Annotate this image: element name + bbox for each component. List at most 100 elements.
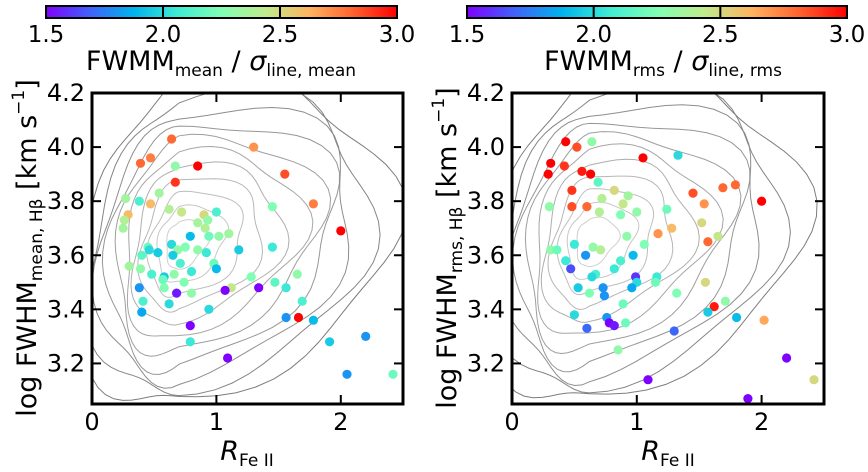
left-scatter-point [175, 258, 185, 268]
left-scatter-point [158, 275, 168, 285]
right-scatter-point [544, 202, 555, 212]
right-scatter-point [618, 199, 628, 209]
left-scatter-point [211, 207, 221, 217]
left-scatter-point [223, 353, 233, 363]
left-colorbar [45, 5, 398, 19]
right-scatter-point [632, 207, 642, 217]
left-scatter-point [293, 312, 304, 323]
left-contour-line [130, 161, 290, 326]
right-scatter-point [662, 204, 672, 214]
left-scatter-point [281, 312, 291, 323]
right-scatter-point [730, 180, 741, 190]
right-scatter-point [584, 288, 595, 298]
left-scatter-point [138, 296, 148, 306]
right-contour-line [556, 188, 654, 296]
right-scatter-point [573, 283, 583, 293]
right-colorbar-tick-label: 2.0 [575, 22, 612, 48]
right-scatter-point [621, 318, 631, 328]
right-colorbar-ticks: 1.5 2.0 2.5 3.0 [449, 6, 866, 48]
left-scatter-point [267, 242, 277, 252]
right-scatter-point [638, 153, 648, 163]
left-colorbar-ticks: 1.5 2.0 2.5 3.0 [28, 6, 415, 48]
left-scatter-point [154, 188, 164, 198]
right-contour-line [547, 175, 674, 310]
right-scatter-point [743, 394, 753, 404]
right-axis-ticks: 0 1 2 3.2 3.4 3.6 3.8 4.0 4.2 [467, 79, 824, 436]
left-scatter-point [137, 307, 147, 317]
left-scatter-point [193, 218, 203, 228]
left-scatter-point [201, 248, 211, 258]
right-scatter-point [597, 193, 607, 204]
left-scatter-point [214, 231, 224, 241]
right-colorbar-label: FWMMrms / σline, rms [544, 46, 782, 81]
right-scatter-point [623, 191, 633, 201]
right-scatter-point [616, 210, 626, 220]
left-scatter-point [224, 229, 234, 239]
right-scatter-point [567, 202, 577, 212]
left-scatter-point [137, 250, 147, 260]
right-scatter-point [587, 272, 597, 282]
left-x-tick-label: 0 [84, 408, 99, 436]
left-x-axis-label: RFe II [220, 436, 274, 468]
left-scatter-point [185, 321, 195, 331]
left-scatter-point [185, 231, 195, 241]
left-scatter-point [134, 196, 144, 206]
right-scatter-point [643, 375, 653, 385]
right-scatter-point [593, 177, 603, 187]
left-y-tick-label: 3.4 [47, 295, 85, 323]
left-scatter-point [144, 245, 154, 255]
right-scatter-point [609, 185, 619, 195]
right-scatter-point [622, 231, 632, 241]
right-scatter-point [782, 353, 792, 363]
right-scatter-point [650, 277, 661, 287]
left-contour-line [92, 93, 403, 401]
right-scatter-point [594, 207, 605, 217]
left-scatter-point [203, 215, 213, 225]
left-contour-line [137, 178, 264, 313]
left-x-tick-label: 1 [209, 408, 224, 436]
right-scatter-point [639, 239, 649, 249]
left-scatter-point [124, 261, 134, 271]
left-contour-line [146, 190, 244, 298]
right-scatter-point [566, 264, 576, 274]
left-scatter-point [297, 296, 307, 306]
left-x-tick-label: 2 [333, 408, 348, 436]
right-scatter-point [577, 166, 587, 176]
right-scatter-point [616, 256, 626, 266]
left-scatter-point [167, 239, 177, 249]
left-axis-ticks: 0 1 2 3.2 3.4 3.6 3.8 4.0 4.2 [47, 79, 403, 436]
left-scatter-point [204, 304, 214, 314]
right-x-tick-label: 0 [504, 408, 519, 436]
right-scatter-point [596, 245, 606, 255]
right-contour-line [524, 131, 742, 355]
right-scatter-point [672, 288, 682, 298]
left-scatter-point [388, 369, 398, 379]
left-colorbar-tick-label: 1.5 [28, 22, 65, 48]
right-scatter-point [720, 296, 731, 306]
right-colorbar-tick-label: 3.0 [829, 22, 866, 48]
left-panel: 1.5 2.0 2.5 3.0 FWMMmean / σline, mean 0 1 2 3… [9, 5, 415, 471]
right-scatter-point [569, 310, 580, 320]
right-plot-frame [510, 91, 826, 406]
left-density-contours [92, 93, 403, 401]
right-x-tick-label: 2 [754, 408, 769, 436]
left-scatter-point [179, 277, 189, 287]
left-scatter-point [249, 142, 259, 152]
left-scatter-point [153, 248, 163, 258]
right-scatter-point [757, 196, 767, 206]
left-scatter-point [164, 204, 174, 214]
left-scatter-point [185, 337, 195, 347]
left-scatter-point [180, 242, 190, 252]
right-scatter-point [609, 321, 619, 331]
right-scatter-points [543, 137, 819, 404]
right-y-tick-label: 3.8 [467, 187, 505, 215]
right-scatter-point [697, 218, 707, 228]
left-scatter-point [254, 283, 264, 293]
left-scatter-point [135, 264, 146, 274]
left-y-tick-label: 3.8 [47, 187, 85, 215]
left-contour-line [92, 93, 381, 397]
right-x-tick-label: 1 [629, 408, 644, 436]
right-y-tick-label: 4.2 [467, 79, 505, 107]
right-scatter-point [582, 323, 592, 333]
right-scatter-point [572, 142, 582, 152]
